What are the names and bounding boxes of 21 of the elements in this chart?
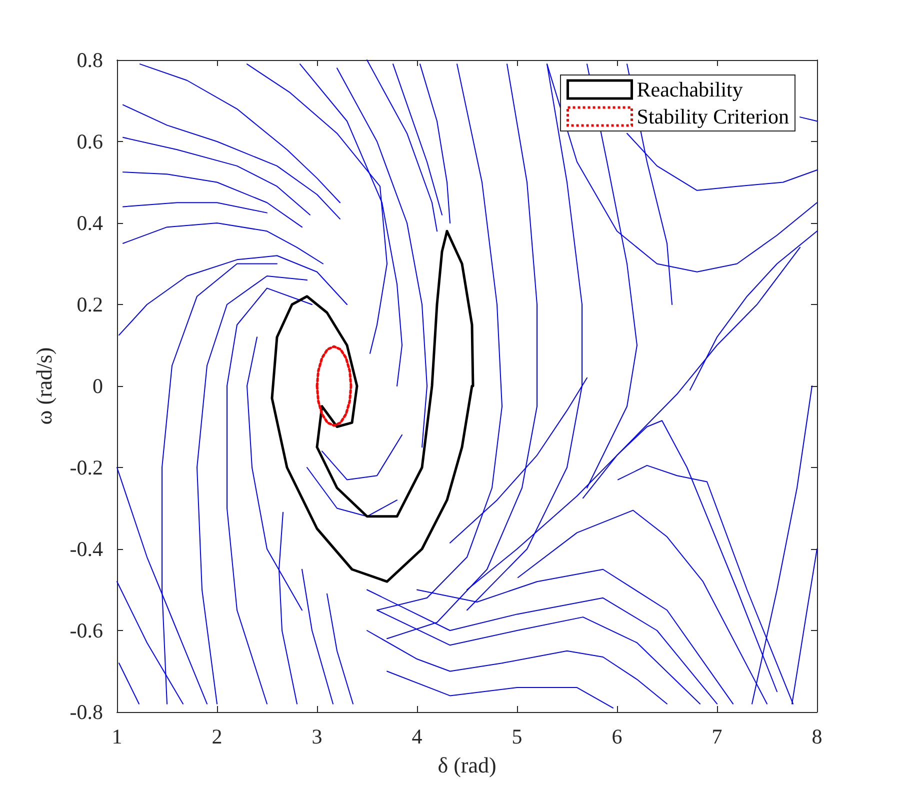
y-tick-label: -0.8	[70, 700, 103, 724]
y-tick-label: -0.2	[70, 456, 103, 480]
x-tick-label: 4	[412, 724, 423, 748]
x-tick-label: 3	[312, 724, 322, 748]
y-tick-label: 0.6	[76, 130, 103, 154]
y-tick-label: 0.4	[76, 211, 104, 235]
x-tick-label: 2	[212, 724, 222, 748]
y-tick-label: 0.2	[76, 292, 103, 316]
y-tick-label: 0	[92, 374, 103, 398]
y-tick-label: -0.6	[70, 618, 103, 642]
y-axis-title: ω (rad/s)	[32, 347, 56, 425]
x-tick-label: 6	[612, 724, 622, 748]
x-axis-title: δ (rad)	[438, 752, 496, 778]
x-tick-label: 1	[112, 724, 122, 748]
legend-label: Reachability	[636, 78, 744, 102]
y-tick-label: -0.4	[70, 537, 104, 561]
legend-label: Stability Criterion	[636, 104, 790, 128]
x-tick-label: 8	[812, 724, 822, 748]
x-tick-label: 5	[512, 724, 522, 748]
x-tick-label: 7	[712, 724, 722, 748]
y-tick-label: 0.8	[76, 48, 103, 72]
